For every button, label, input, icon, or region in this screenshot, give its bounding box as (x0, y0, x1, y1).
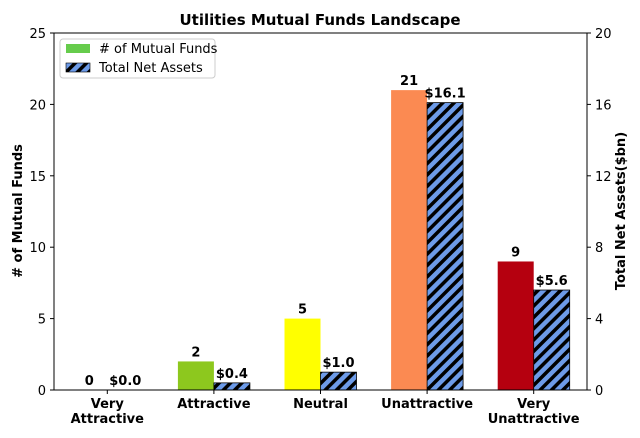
x-tick-label: Attractive (177, 397, 251, 412)
data-label-net-assets: $1.0 (322, 356, 354, 371)
legend-swatch-mutual-funds (66, 44, 90, 53)
data-label-mutual-funds: 21 (400, 74, 418, 89)
data-label-net-assets: $16.1 (425, 87, 466, 102)
chart-title: Utilities Mutual Funds Landscape (179, 11, 460, 29)
data-label-net-assets: $0.4 (216, 367, 248, 382)
y-tick-label-right: 8 (595, 241, 603, 256)
legend-label-mutual-funds: # of Mutual Funds (99, 42, 218, 57)
y-tick-label-right: 12 (595, 170, 612, 185)
y-tick-label-right: 20 (595, 27, 612, 42)
plot-area: 0 $0.0VeryAttractive2$0.4Attractive5$1.0N… (29, 27, 611, 427)
y-tick-label-right: 0 (595, 384, 603, 399)
data-label-net-assets: $0.0 (109, 374, 141, 389)
x-tick-label: Very (517, 397, 551, 412)
y-axis-right-title: Total Net Assets($bn) (614, 132, 629, 290)
legend-swatch-net-assets (65, 62, 91, 73)
legend: # of Mutual Funds Total Net Assets (59, 38, 218, 79)
bar-net-assets (320, 371, 357, 391)
plot-frame (53, 32, 588, 391)
y-tick-label-right: 16 (595, 98, 612, 113)
x-tick-label: Very (91, 397, 125, 412)
bar-mutual-funds (177, 361, 214, 390)
bar-mutual-funds (284, 318, 321, 390)
x-tick-label: Attractive (71, 412, 145, 427)
x-tick-label: Unattractive (381, 397, 473, 412)
y-tick-label-left: 15 (29, 170, 46, 185)
data-label-mutual-funds: 5 (298, 303, 307, 318)
bar-net-assets (426, 102, 464, 391)
y-tick-label-left: 10 (29, 241, 46, 256)
y-tick-label-left: 25 (29, 27, 46, 42)
legend-label-net-assets: Total Net Assets (98, 61, 203, 76)
y-tick-label-right: 4 (595, 313, 603, 328)
y-axis-left-title: # of Mutual Funds (11, 144, 26, 278)
bar-net-assets (533, 289, 571, 391)
data-label-mutual-funds: 2 (191, 345, 200, 360)
bar-mutual-funds (497, 261, 534, 390)
y-tick-label-left: 0 (38, 384, 46, 399)
bar-net-assets (213, 382, 251, 391)
data-label-mutual-funds: 0 (85, 374, 94, 389)
legend-frame (59, 38, 216, 79)
x-tick-label: Unattractive (488, 412, 580, 427)
data-label-mutual-funds: 9 (511, 245, 520, 260)
bar-mutual-funds (391, 90, 428, 391)
y-tick-label-left: 20 (29, 98, 46, 113)
data-label-net-assets: $5.6 (536, 274, 568, 289)
y-tick-label-left: 5 (38, 313, 46, 328)
x-tick-label: Neutral (293, 397, 348, 412)
